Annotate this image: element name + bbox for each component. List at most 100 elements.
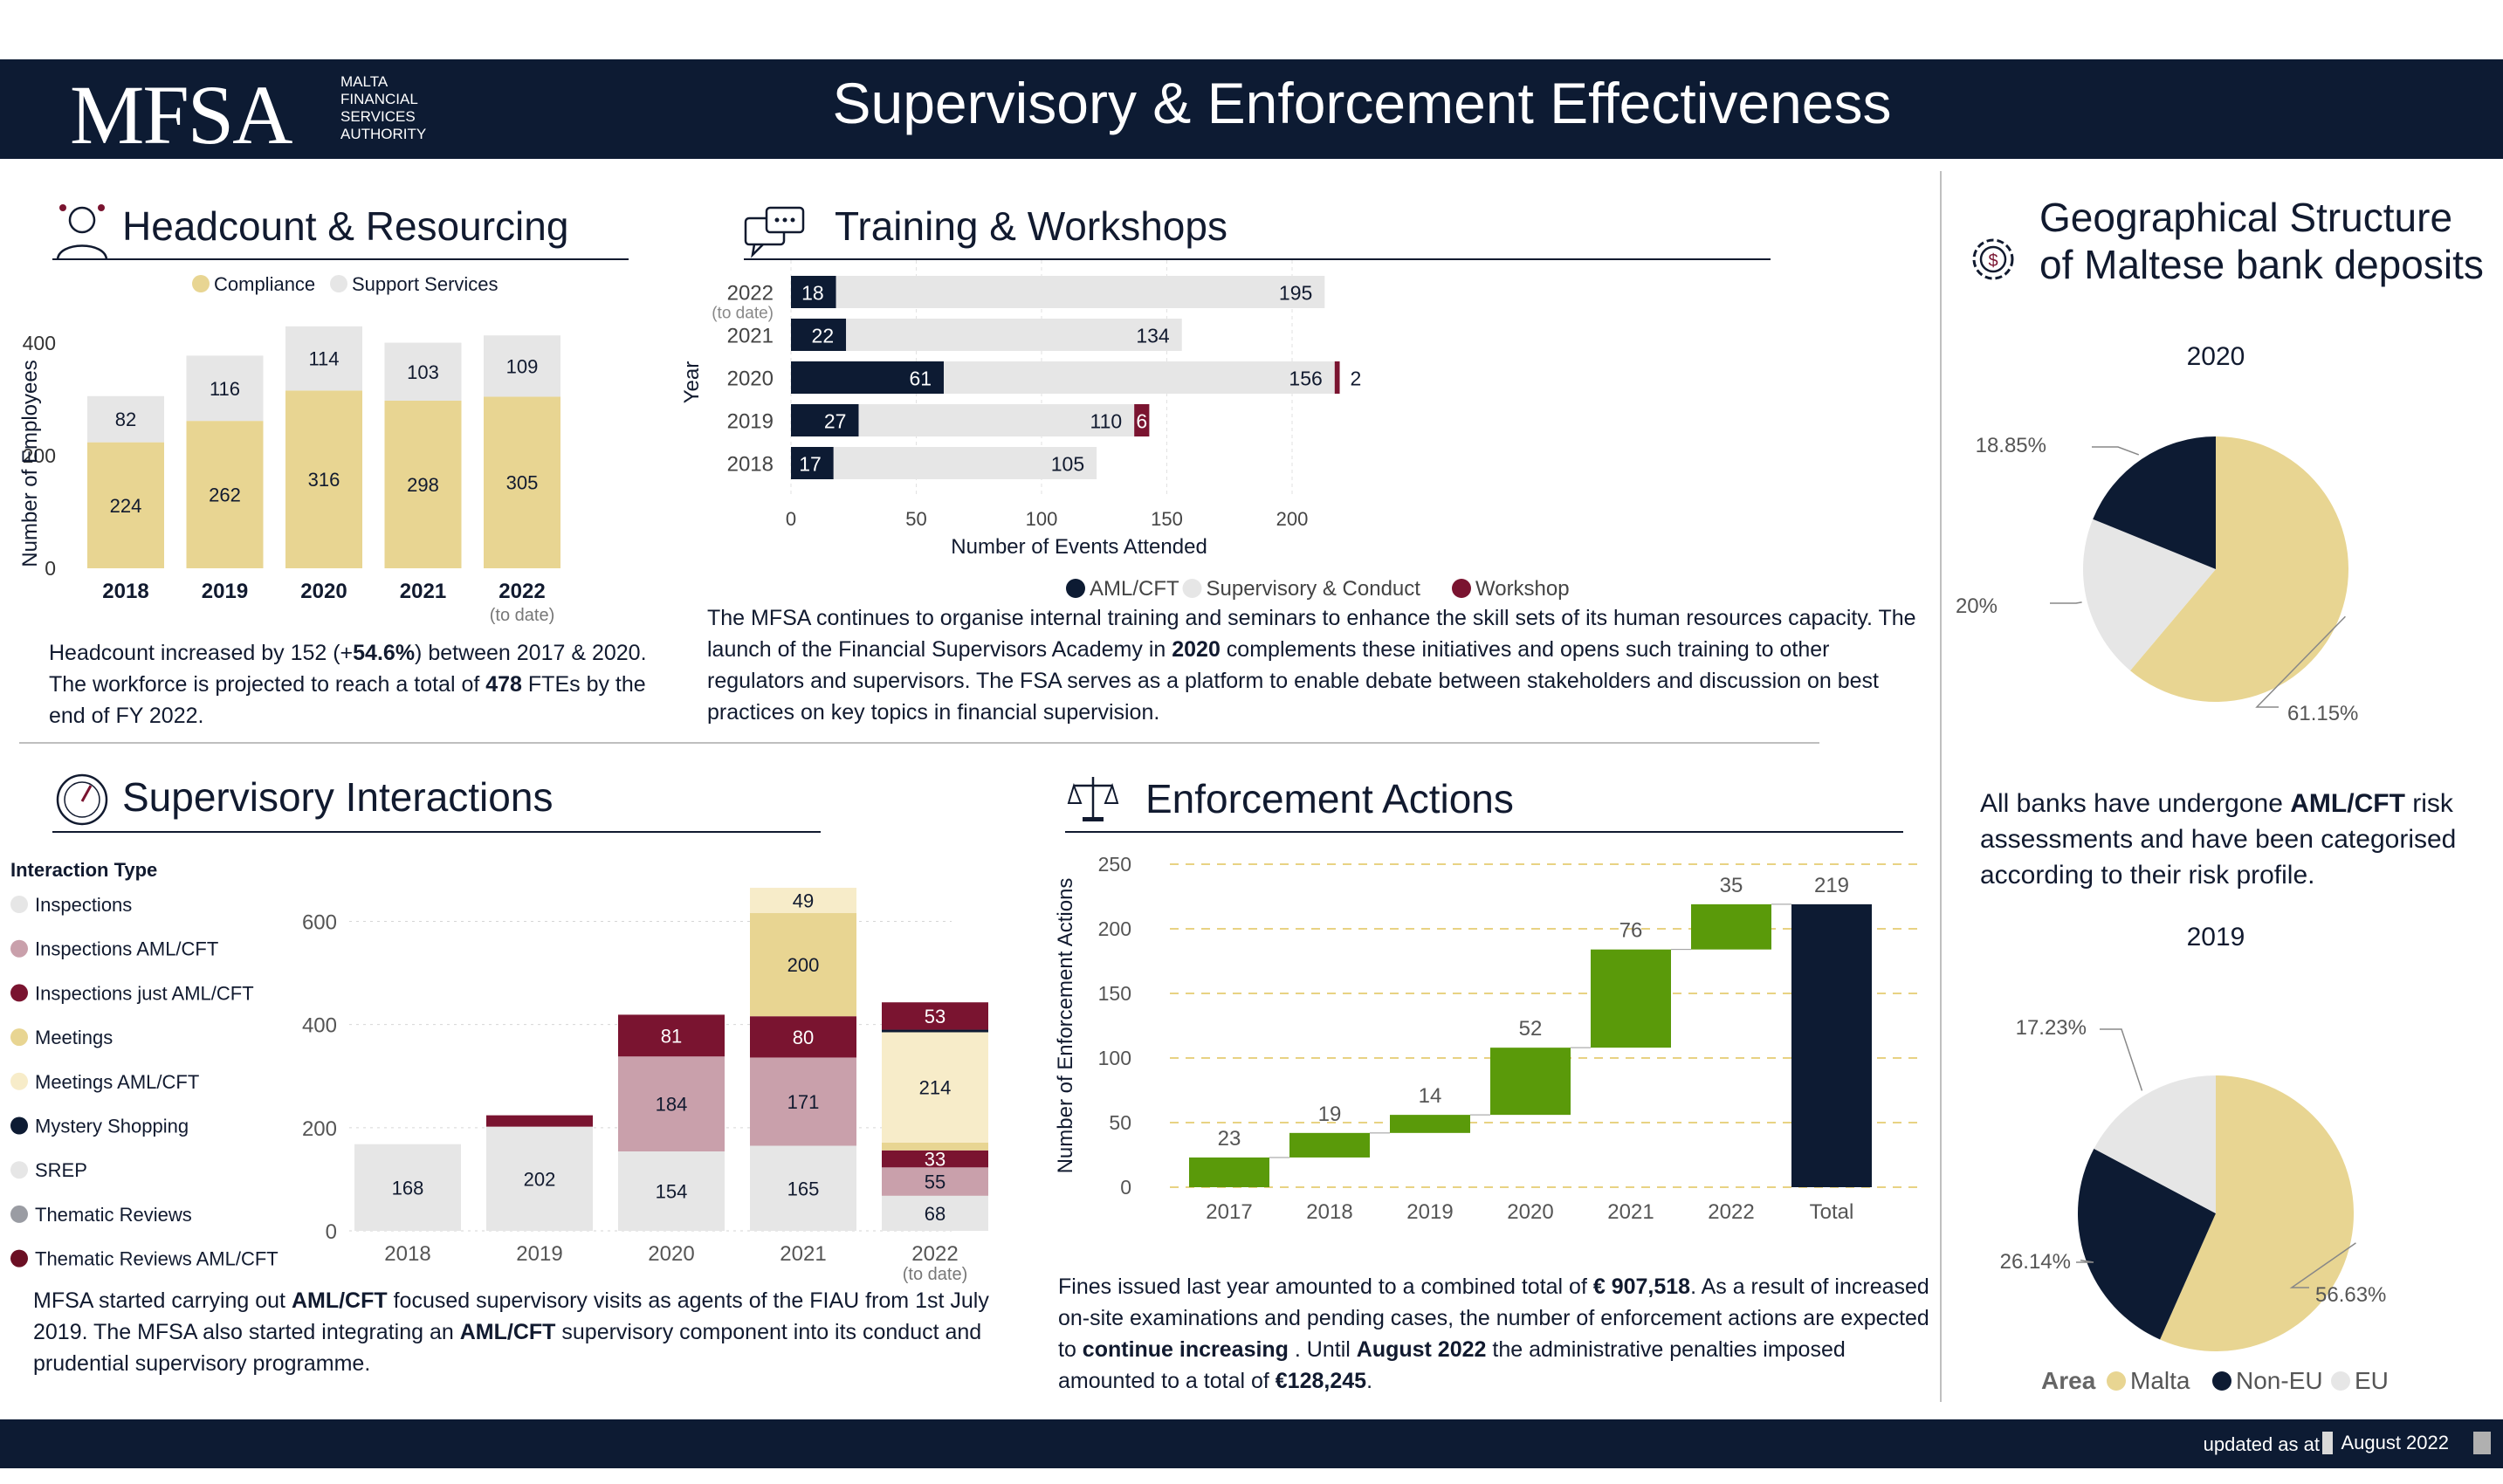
bar-segment (791, 276, 836, 308)
bar-segment (384, 400, 462, 568)
geo-title-line-2: of Maltese bank deposits (2039, 242, 2484, 287)
horizontal-divider (19, 742, 1819, 744)
x-tick-label: Total (1810, 1200, 1854, 1224)
bar-value-label: 305 (506, 472, 539, 494)
bar-value-label: 316 (308, 469, 340, 491)
bar-segment (486, 1126, 593, 1231)
geo-text: All banks have undergone AML/CFT risk as… (1980, 789, 2457, 890)
bar-value-label: 19 (1318, 1103, 1342, 1126)
pie-slice-label: 26.14% (2000, 1250, 2071, 1274)
bar-value-label: 171 (787, 1091, 820, 1113)
bar-segment (285, 390, 362, 568)
legend-label: Mystery Shopping (35, 1116, 189, 1137)
bar-segment (750, 913, 856, 1017)
bar-segment (858, 404, 1135, 436)
footer-date[interactable]: August 2022 (2341, 1432, 2449, 1453)
bar-segment (882, 1032, 988, 1143)
legend-label: Support Services (352, 273, 499, 295)
pie-slice-label: 17.23% (2016, 1016, 2087, 1040)
legend-label: AML/CFT (1090, 577, 1179, 601)
legend-label: SREP (35, 1159, 87, 1181)
pie-leader-line (2255, 615, 2346, 708)
enforcement-text: Fines issued last year amounted to a com… (1058, 1274, 1929, 1393)
pie-slice (2078, 1148, 2216, 1340)
bar-value-label: 81 (661, 1025, 682, 1047)
legend-swatch (10, 1205, 28, 1223)
legend-swatch (10, 1161, 28, 1179)
legend-swatch (10, 1028, 28, 1047)
geo-title-line-1: Geographical Structure (2039, 195, 2453, 240)
legend-title: Area (2041, 1367, 2096, 1394)
bar-segment (1334, 361, 1340, 394)
scales-icon (1067, 777, 1119, 821)
legend-label: Thematic Reviews AML/CFT (35, 1248, 278, 1270)
bar-segment (791, 404, 859, 436)
y-tick-label: 2020 (727, 368, 774, 391)
bar-segment (484, 396, 560, 568)
bar-segment (833, 447, 1097, 479)
supervisory-title: Supervisory Interactions (122, 774, 554, 820)
bar-value-label: 219 (1814, 874, 1849, 897)
x-tick-label: 2020 (300, 580, 347, 603)
bar-value-label: 195 (1279, 282, 1312, 305)
legend-swatch (2212, 1371, 2231, 1391)
bar-value-label: 116 (210, 378, 240, 400)
legend-swatch (10, 939, 28, 958)
y-axis-title: Year (680, 361, 704, 404)
training-title-rule (744, 258, 1771, 260)
enforcement-title-rule (1065, 831, 1903, 833)
x-tick-label: 2018 (1306, 1200, 1352, 1224)
supervisory-chart: Interaction Type Inspections Inspections A… (10, 859, 988, 1284)
deposits-2020-pie: 2020 61.15% 20% 18.85% (1956, 342, 2358, 725)
legend-swatch (10, 1072, 28, 1090)
legend-label: Compliance (214, 273, 315, 295)
bar-value-label: 61 (909, 368, 932, 390)
bar-value-label: 114 (308, 348, 339, 370)
bar-segment (846, 319, 1182, 351)
waterfall-bar (1691, 903, 1771, 950)
x-tick-label: 200 (1276, 508, 1309, 530)
bar-value-label: 27 (824, 410, 847, 433)
x-tick-label: 2018 (102, 580, 148, 603)
bar-value-label: 262 (209, 484, 241, 506)
legend-swatch (1066, 579, 1085, 598)
y-tick-label: 400 (302, 1014, 337, 1038)
pie-title: 2019 (2187, 923, 2245, 952)
y-tick-label: 50 (1109, 1111, 1131, 1134)
logo-sub-line: AUTHORITY (340, 126, 427, 142)
bar-segment (791, 447, 834, 479)
enforcement-title: Enforcement Actions (1145, 776, 1514, 821)
bar-segment (186, 421, 264, 568)
headcount-chart: Compliance Support Services 0 200 400 Number … (18, 273, 560, 625)
legend-swatch (2331, 1371, 2350, 1391)
date-picker-handle[interactable] (2322, 1432, 2333, 1454)
bar-value-label: 22 (812, 325, 835, 347)
bar-value-label: 154 (656, 1181, 688, 1203)
x-tick-label: 150 (1151, 508, 1183, 530)
scrollbar-handle[interactable] (2473, 1432, 2491, 1454)
headcount-title-rule (52, 258, 629, 260)
y-tick-label: 0 (45, 557, 56, 580)
waterfall-bar (1791, 903, 1872, 1187)
waterfall-bar (1490, 1048, 1571, 1116)
training-title: Training & Workshops (835, 203, 1227, 249)
bar-value-label: 49 (793, 890, 814, 912)
pie-leader-line (2092, 446, 2140, 456)
bar-value-label: 2 (1351, 368, 1362, 390)
bar-segment (486, 1115, 593, 1127)
legend-swatch (10, 1116, 28, 1135)
deposits-2019-pie: 2019 56.63% 26.14% 17.23% Area Malta Non-EU EU (2000, 923, 2389, 1394)
y-axis-title: Number of Enforcement Actions (1054, 878, 1077, 1174)
bar-segment (882, 1142, 988, 1151)
supervisory-title-rule (52, 831, 821, 833)
y-axis-title: Number of Employees (18, 360, 42, 567)
bar-segment (750, 1016, 856, 1058)
mfsa-logo: MFSA (70, 68, 292, 161)
bar-value-label: 298 (407, 474, 439, 496)
legend-label: Meetings AML/CFT (35, 1071, 199, 1093)
waterfall-bar (1390, 1115, 1470, 1133)
pie-slice (2083, 519, 2216, 671)
bar-value-label: 52 (1519, 1017, 1543, 1041)
legend-label: Meetings (35, 1027, 113, 1048)
bar-segment (618, 1014, 725, 1057)
